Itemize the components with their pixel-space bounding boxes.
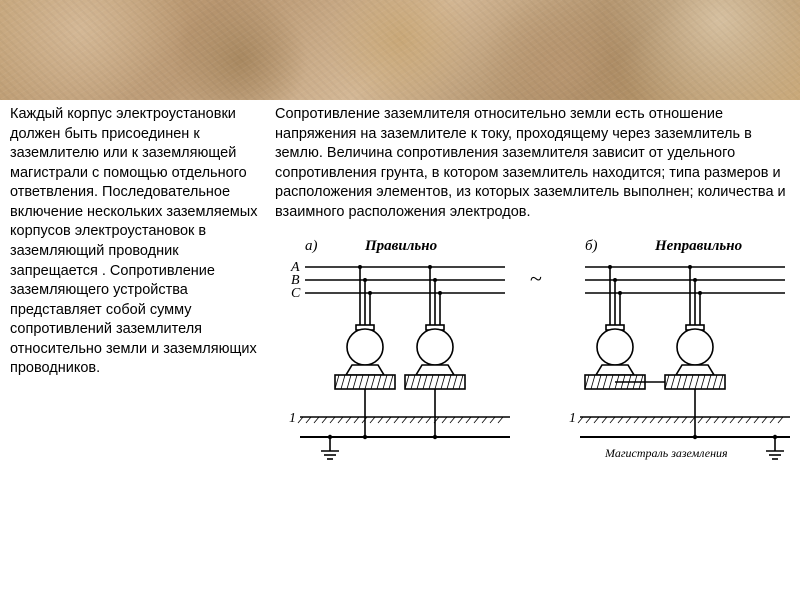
svg-text:Правильно: Правильно [364,238,437,254]
svg-text:C: C [291,286,301,301]
right-column-text: Сопротивление заземлителя относительно з… [275,105,790,222]
header-texture [0,0,800,100]
svg-text:а): а) [305,238,318,254]
svg-text:1: 1 [569,411,576,426]
svg-text:1: 1 [289,411,296,426]
svg-text:б): б) [585,238,598,254]
right-column: Сопротивление заземлителя относительно з… [275,105,790,467]
svg-text:~: ~ [530,266,542,291]
diagram-svg: а)ПравильноABC1б)Неправильно1Магистраль … [275,232,790,467]
grounding-diagram: а)ПравильноABC1б)Неправильно1Магистраль … [275,232,790,467]
content-area: Каждый корпус электроустановки должен бы… [0,105,800,467]
svg-text:Магистраль заземления: Магистраль заземления [604,446,728,460]
left-column-text: Каждый корпус электроустановки должен бы… [10,105,265,467]
svg-text:Неправильно: Неправильно [654,238,742,254]
